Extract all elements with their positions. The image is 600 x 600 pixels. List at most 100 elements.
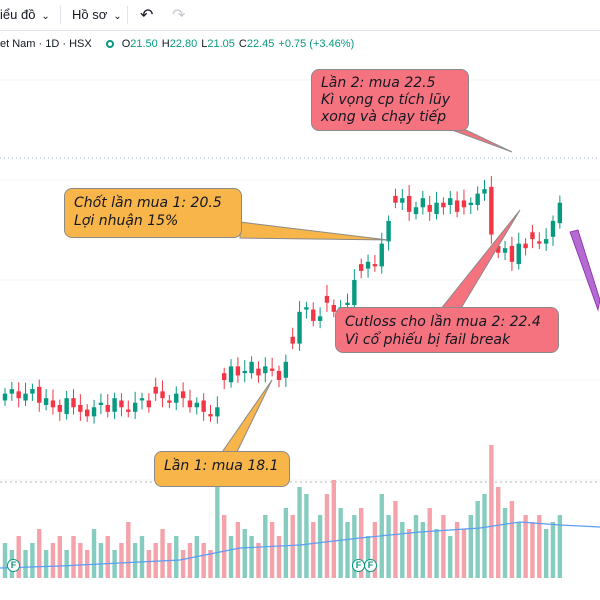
candle-body[interactable] bbox=[180, 391, 186, 399]
candle-body[interactable] bbox=[222, 373, 227, 380]
candle-body[interactable] bbox=[91, 407, 97, 417]
candle-body[interactable] bbox=[78, 405, 83, 412]
volume-bar bbox=[105, 536, 110, 578]
candle-body[interactable] bbox=[132, 402, 138, 412]
candle-body[interactable] bbox=[119, 400, 124, 408]
candle-body[interactable] bbox=[228, 366, 234, 383]
candle-body[interactable] bbox=[187, 400, 193, 408]
candle-body[interactable] bbox=[16, 391, 21, 399]
candle-body[interactable] bbox=[530, 232, 535, 240]
candle-body[interactable] bbox=[448, 198, 453, 205]
candle-body[interactable] bbox=[276, 370, 282, 380]
candle-body[interactable] bbox=[475, 193, 480, 205]
event-badge[interactable]: F bbox=[364, 559, 377, 572]
candle-body[interactable] bbox=[23, 393, 28, 401]
candle-body[interactable] bbox=[489, 186, 494, 235]
candle-body[interactable] bbox=[550, 220, 556, 237]
candle-body[interactable] bbox=[235, 366, 241, 376]
volume-bar bbox=[475, 501, 480, 578]
candle-body[interactable] bbox=[461, 200, 467, 208]
candle-body[interactable] bbox=[523, 243, 528, 249]
candle-body[interactable] bbox=[50, 400, 56, 408]
candle-body[interactable] bbox=[543, 239, 549, 244]
candle-body[interactable] bbox=[537, 241, 542, 244]
callout-buy2[interactable]: Lần 2: mua 22.5 Kì vọng cp tích lũy xong… bbox=[311, 69, 469, 131]
candle-body[interactable] bbox=[420, 198, 426, 208]
candle-body[interactable] bbox=[400, 198, 405, 203]
volume-bar bbox=[98, 543, 104, 578]
candle-body[interactable] bbox=[249, 361, 254, 374]
candle-body[interactable] bbox=[283, 361, 289, 378]
candle-body[interactable] bbox=[297, 311, 302, 344]
volume-bar bbox=[153, 543, 158, 578]
candle-body[interactable] bbox=[64, 398, 69, 415]
candle-body[interactable] bbox=[365, 261, 371, 269]
candle-body[interactable] bbox=[256, 368, 261, 376]
chart-menu-button[interactable]: iểu đồ ⌄ bbox=[0, 7, 50, 22]
event-badge[interactable]: F bbox=[7, 559, 20, 572]
candle-body[interactable] bbox=[146, 400, 152, 408]
candle-body[interactable] bbox=[379, 243, 384, 267]
candle-body[interactable] bbox=[201, 400, 206, 412]
candle-body[interactable] bbox=[105, 405, 110, 412]
candle-body[interactable] bbox=[30, 389, 35, 394]
candle-body[interactable] bbox=[57, 405, 62, 412]
candle-body[interactable] bbox=[516, 243, 521, 265]
candle-body[interactable] bbox=[324, 295, 330, 303]
candle-body[interactable] bbox=[406, 195, 412, 212]
candle-body[interactable] bbox=[509, 245, 515, 262]
candle-body[interactable] bbox=[139, 398, 145, 401]
undo-icon[interactable]: ↶ bbox=[140, 7, 154, 24]
volume-bar bbox=[393, 501, 398, 578]
candle-body[interactable] bbox=[167, 400, 172, 403]
candle-body[interactable] bbox=[359, 264, 364, 271]
candle-body[interactable] bbox=[269, 368, 275, 371]
candle-body[interactable] bbox=[215, 407, 220, 417]
candle-body[interactable] bbox=[496, 245, 501, 253]
candle-body[interactable] bbox=[194, 402, 199, 408]
candle-body[interactable] bbox=[317, 316, 323, 321]
candle-body[interactable] bbox=[345, 302, 350, 305]
candle-body[interactable] bbox=[242, 370, 247, 374]
candle-body[interactable] bbox=[9, 389, 15, 394]
redo-icon[interactable]: ↷ bbox=[172, 7, 186, 24]
candle-body[interactable] bbox=[304, 307, 309, 310]
candle-body[interactable] bbox=[331, 305, 336, 312]
profile-menu-button[interactable]: Hồ sơ ⌄ bbox=[72, 7, 122, 22]
candle-body[interactable] bbox=[85, 409, 90, 417]
callout-cutloss[interactable]: Cutloss cho lần mua 2: 22.4 Vì cổ phiếu … bbox=[335, 307, 559, 353]
callout-takeprofit[interactable]: Chốt lần mua 1: 20.5 Lợi nhuận 15% bbox=[64, 188, 242, 238]
candle-body[interactable] bbox=[413, 207, 419, 215]
candle-body[interactable] bbox=[98, 402, 104, 405]
candle-body[interactable] bbox=[502, 248, 508, 253]
candle-body[interactable] bbox=[352, 280, 357, 305]
candle-body[interactable] bbox=[393, 195, 398, 203]
candle-body[interactable] bbox=[441, 202, 446, 208]
candle-body[interactable] bbox=[372, 264, 378, 267]
candle-body[interactable] bbox=[37, 386, 42, 403]
candle-body[interactable] bbox=[557, 202, 563, 224]
candle-body[interactable] bbox=[174, 393, 179, 403]
candle-body[interactable] bbox=[126, 409, 131, 412]
candle-body[interactable] bbox=[112, 398, 117, 412]
open-value: 21.50 bbox=[130, 38, 158, 50]
candle-body[interactable] bbox=[290, 336, 295, 344]
candle-body[interactable] bbox=[434, 202, 439, 215]
candle-body[interactable] bbox=[427, 205, 432, 212]
candle-body[interactable] bbox=[153, 386, 158, 394]
candle-body[interactable] bbox=[71, 398, 76, 408]
candle-body[interactable] bbox=[208, 414, 213, 417]
callout-cutloss-line1: Cutloss cho lần mua 2: 22.4 bbox=[345, 314, 541, 330]
candle-body[interactable] bbox=[386, 220, 391, 242]
symbol-text[interactable]: et Nam · 1D · HSX bbox=[0, 38, 92, 50]
candle-body[interactable] bbox=[482, 189, 487, 194]
candle-body[interactable] bbox=[43, 398, 49, 405]
candle-body[interactable] bbox=[160, 391, 165, 399]
callout-buy1[interactable]: Lần 1: mua 18.1 bbox=[154, 451, 290, 487]
candle-body[interactable] bbox=[263, 366, 268, 374]
candle-body[interactable] bbox=[454, 200, 460, 212]
candle-body[interactable] bbox=[2, 393, 8, 401]
candle-body[interactable] bbox=[311, 309, 316, 321]
candle-body[interactable] bbox=[468, 202, 473, 205]
